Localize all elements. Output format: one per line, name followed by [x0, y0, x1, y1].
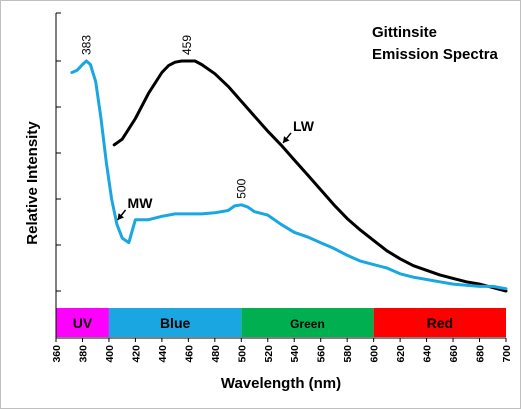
x-tick-label: 560	[316, 345, 328, 363]
x-tick-label: 480	[210, 345, 222, 363]
curve-label-lw: LW	[293, 118, 315, 134]
x-tick-label: 500	[236, 345, 248, 363]
x-tick-label: 700	[501, 345, 513, 363]
x-tick-label: 660	[448, 345, 460, 363]
x-tick-label: 360	[51, 345, 63, 363]
peak-label-383: 383	[79, 35, 93, 55]
band-uv	[56, 308, 109, 337]
band-label-red: Red	[427, 315, 453, 331]
x-axis-title: Wavelength (nm)	[221, 375, 341, 392]
peak-label-459: 459	[180, 35, 194, 55]
chart-title: Gittinsite Emission Spectra	[372, 24, 499, 63]
chart-title-line-2: Emission Spectra	[372, 46, 499, 63]
x-tick-label: 600	[369, 345, 381, 363]
x-tick-label: 400	[104, 345, 116, 363]
x-tick-label: 620	[395, 345, 407, 363]
y-axis-title: Relative Intensity	[24, 121, 41, 245]
x-tick-label: 580	[342, 345, 354, 363]
series-line-mw	[70, 59, 508, 291]
band-blue	[108, 308, 242, 337]
axes: 360 380 400 420 440 460 480 500 520 540 560 580 600 6…	[51, 12, 513, 363]
band-label-green: Green	[290, 317, 325, 331]
annotations: 383 459 500 LW MW	[79, 35, 315, 221]
x-tick-label: 420	[130, 345, 142, 363]
band-label-uv: UV	[73, 315, 93, 331]
x-tick-label: 640	[422, 345, 434, 363]
series-lines	[70, 59, 508, 293]
chart-title-line-1: Gittinsite	[372, 24, 437, 41]
band-red	[373, 308, 506, 337]
x-tick-label: 520	[263, 345, 275, 363]
spectrum-bands: UV Blue Green Red	[56, 308, 506, 337]
band-green	[241, 308, 374, 337]
peak-label-500: 500	[234, 178, 248, 198]
curve-label-mw: MW	[128, 195, 154, 211]
curve-arrowhead-mw	[117, 213, 124, 220]
band-label-blue: Blue	[160, 315, 191, 331]
x-tick-label: 380	[77, 345, 89, 363]
x-tick-label: 460	[183, 345, 195, 363]
series-line-lw	[112, 59, 508, 293]
x-tick-label: 680	[475, 345, 487, 363]
curve-arrowhead-lw	[283, 136, 290, 143]
x-tick-label: 440	[157, 345, 169, 363]
x-tick-label: 540	[289, 345, 301, 363]
